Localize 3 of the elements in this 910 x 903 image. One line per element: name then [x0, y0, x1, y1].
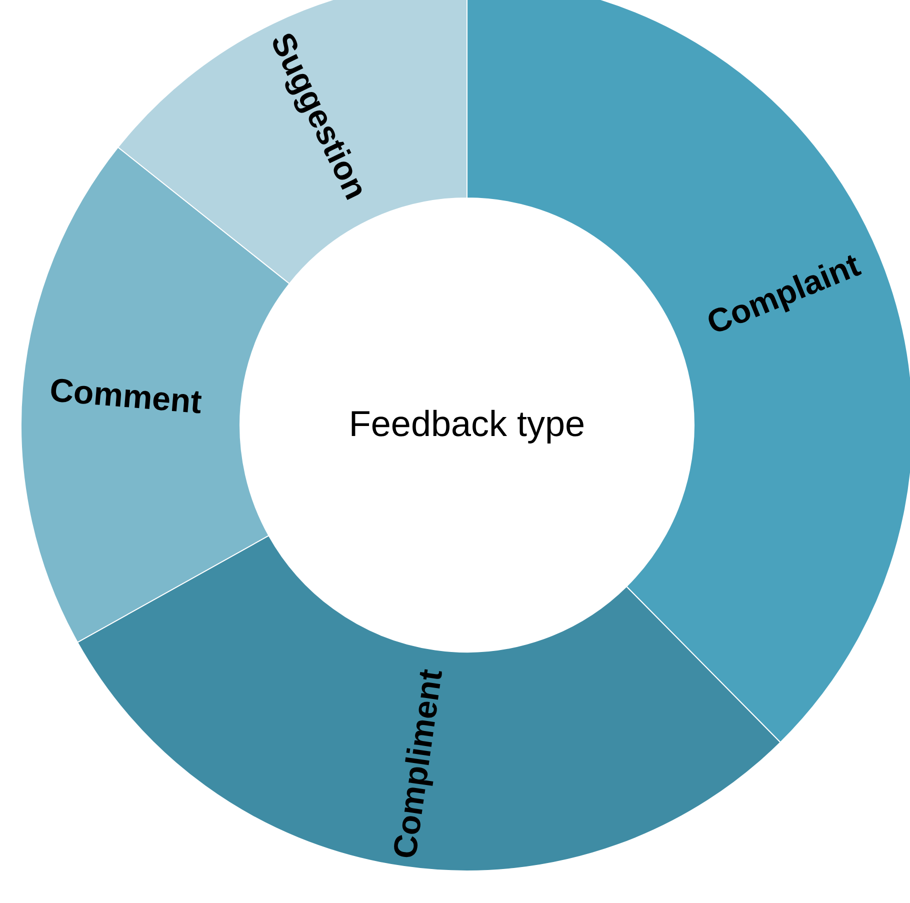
slice-label: Compliment [386, 666, 450, 861]
text: Feedback type [348, 403, 586, 444]
slice-label: Comment [48, 370, 204, 420]
